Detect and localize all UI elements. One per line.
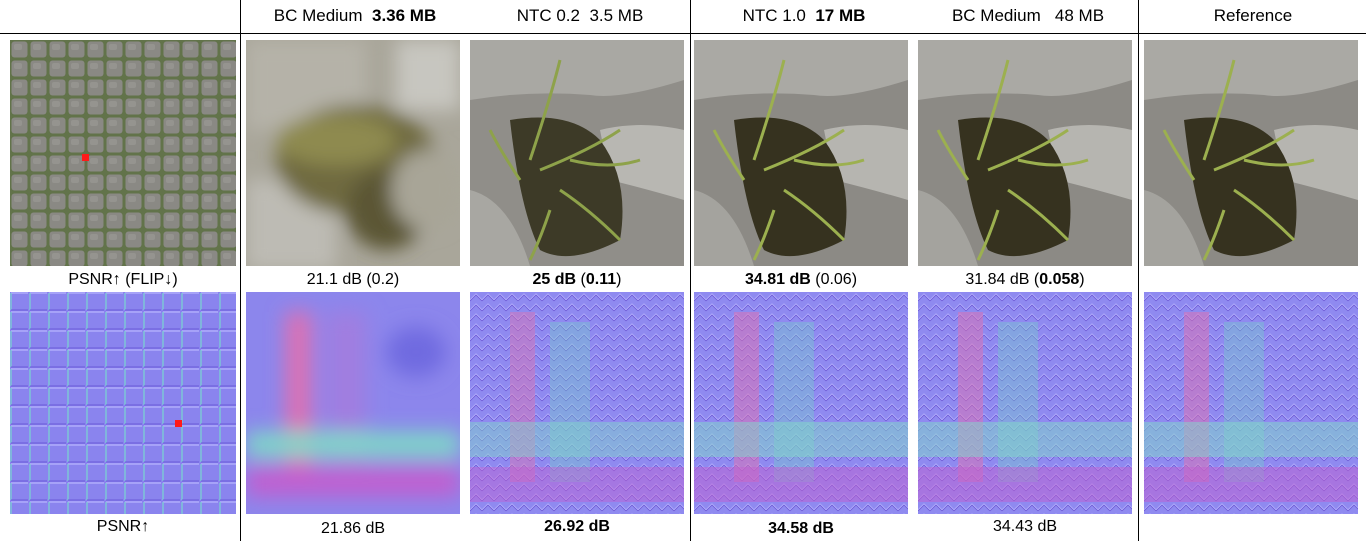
row1-caption-1-flip: 0.2 — [371, 271, 394, 288]
row1-caption-2-psnr: 25 dB — [532, 271, 577, 288]
albedo-ntc-1-0 — [694, 40, 908, 266]
normal-bc-3mb — [246, 292, 460, 514]
separator-3 — [1138, 0, 1139, 541]
normal-reference — [1144, 292, 1358, 514]
albedo-bc-3mb — [246, 40, 460, 266]
row1-caption-3-psnr: 34.81 dB — [744, 271, 811, 288]
header-col-4: BC Medium 48 MB — [918, 6, 1138, 26]
row2-label: PSNR↑ — [96, 518, 150, 535]
header-col-3-size: 17 MB — [815, 6, 866, 25]
row2-caption-3-psnr: 34.58 dB — [768, 520, 834, 537]
row1-caption-4-psnr: 31.84 dB — [965, 271, 1030, 288]
row1-label: PSNR↑ (FLIP↓) — [68, 271, 178, 288]
row1-caption-4-flip: 0.058 — [1039, 271, 1080, 288]
albedo-ntc-0-2 — [470, 40, 684, 266]
albedo-full-texture — [10, 40, 236, 266]
row2-caption-1-psnr: 21.86 dB — [320, 520, 386, 537]
normal-bc-48mb — [918, 292, 1132, 514]
row2-caption-2-psnr: 26.92 dB — [544, 518, 610, 535]
normal-ntc-0-2 — [470, 292, 684, 514]
row1-caption-2: 25 dB (0.11) — [532, 271, 622, 288]
row2-caption-1: 21.86 dB — [246, 520, 460, 538]
separator-1 — [240, 0, 241, 541]
header-col-4-name: BC Medium — [951, 6, 1041, 25]
albedo-marker — [82, 154, 89, 161]
albedo-bc-48mb — [918, 40, 1132, 266]
row2-caption-2: 26.92 dB — [470, 518, 684, 536]
row1-caption-3-flip: 0.06 — [820, 271, 852, 288]
header-col-3-name: NTC 1.0 — [742, 6, 806, 25]
normal-marker — [175, 420, 182, 427]
header-col-3: NTC 1.0 17 MB — [694, 6, 914, 26]
header-col-4-size: 48 MB — [1054, 6, 1105, 25]
row1-caption-1-psnr: 21.1 dB — [306, 271, 362, 288]
header-col-5: Reference — [1143, 6, 1363, 26]
normal-full-texture — [10, 292, 236, 514]
header-col-1-size: 3.36 MB — [372, 6, 437, 25]
header-col-2-name: NTC 0.2 — [516, 6, 580, 25]
header-col-2: NTC 0.2 3.5 MB — [470, 6, 690, 26]
albedo-reference — [1144, 40, 1358, 266]
normal-ntc-1-0 — [694, 292, 908, 514]
row1-caption-2-flip: 0.11 — [585, 271, 617, 288]
separator-2 — [690, 0, 691, 541]
header-col-1: BC Medium 3.36 MB — [245, 6, 465, 26]
row2-caption-4-psnr: 34.43 dB — [992, 518, 1058, 535]
row1-caption-1: 21.1 dB (0.2) — [306, 271, 400, 288]
row2-caption-4: 34.43 dB — [918, 518, 1132, 536]
row1-caption-3: 34.81 dB (0.06) — [744, 271, 858, 288]
row1-caption-4: 31.84 dB (0.058) — [965, 271, 1085, 288]
header-col-5-name: Reference — [1213, 6, 1293, 25]
header-col-1-name: BC Medium — [273, 6, 363, 25]
header-col-2-size: 3.5 MB — [589, 6, 644, 25]
row2-caption-3: 34.58 dB — [694, 520, 908, 538]
header-rule — [0, 33, 1366, 34]
